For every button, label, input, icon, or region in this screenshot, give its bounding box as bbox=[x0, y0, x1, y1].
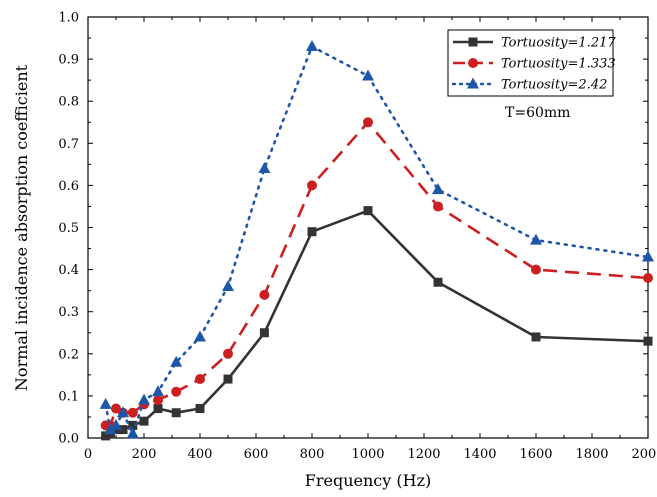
data-point bbox=[363, 206, 373, 216]
legend-marker bbox=[468, 37, 478, 47]
legend-label: Tortuosity=2.42 bbox=[501, 78, 607, 93]
data-point bbox=[99, 397, 112, 409]
legend-marker bbox=[467, 77, 479, 89]
y-tick-label: 0.4 bbox=[58, 263, 79, 278]
y-tick-label: 0.8 bbox=[58, 95, 79, 110]
x-tick-label: 1600 bbox=[519, 447, 552, 462]
x-tick-label: 200 bbox=[132, 447, 157, 462]
x-tick-label: 1000 bbox=[351, 447, 384, 462]
data-point bbox=[117, 406, 129, 418]
data-point bbox=[531, 332, 541, 342]
data-point bbox=[643, 273, 653, 284]
series-line bbox=[104, 45, 650, 436]
legend-label: Tortuosity=1.217 bbox=[501, 36, 616, 51]
y-tick-label: 0.0 bbox=[58, 432, 79, 447]
data-point bbox=[433, 277, 443, 287]
series-2 bbox=[100, 117, 653, 431]
x-tick-label: 1800 bbox=[575, 447, 608, 462]
data-point bbox=[126, 427, 139, 439]
data-point bbox=[152, 385, 164, 397]
y-tick-label: 0.6 bbox=[58, 179, 79, 194]
data-point bbox=[362, 69, 374, 81]
series-line bbox=[105, 121, 649, 427]
data-point bbox=[222, 279, 234, 291]
data-point bbox=[195, 374, 205, 385]
data-point bbox=[171, 386, 182, 397]
data-point bbox=[110, 418, 122, 430]
data-point bbox=[259, 289, 270, 300]
data-point bbox=[530, 233, 542, 245]
data-point bbox=[118, 425, 128, 435]
y-tick-label: 0.5 bbox=[58, 221, 79, 236]
y-tick-label: 1.0 bbox=[58, 11, 79, 26]
y-tick-label: 0.3 bbox=[58, 305, 79, 320]
x-tick-label: 0 bbox=[84, 447, 92, 462]
data-point bbox=[432, 183, 444, 195]
data-point bbox=[153, 404, 163, 414]
legend-item-2: Tortuosity=1.333 bbox=[453, 57, 616, 72]
legend: Tortuosity=1.217 Tortuosity=1.333 Tortuosi… bbox=[447, 29, 616, 97]
data-point bbox=[127, 407, 138, 418]
y-axis-title: Normal incidence absorption coefficient bbox=[12, 64, 31, 391]
data-point bbox=[531, 264, 541, 275]
data-point bbox=[306, 39, 318, 51]
x-tick-label: 600 bbox=[244, 447, 269, 462]
data-point bbox=[433, 201, 443, 212]
y-tick-label: 0.2 bbox=[58, 347, 79, 362]
data-point bbox=[195, 404, 205, 414]
data-point bbox=[101, 431, 111, 441]
series-1 bbox=[101, 206, 653, 441]
thickness-annotation: T=60mm bbox=[505, 105, 570, 121]
data-point bbox=[307, 227, 317, 237]
x-tick-label: 400 bbox=[188, 447, 213, 462]
data-point bbox=[363, 117, 373, 128]
x-tick-label: 800 bbox=[300, 447, 325, 462]
plot-area bbox=[99, 39, 654, 441]
data-point bbox=[104, 423, 117, 435]
x-tick-label: 1400 bbox=[463, 447, 496, 462]
data-point bbox=[258, 162, 271, 174]
data-point bbox=[642, 250, 654, 262]
x-tick-label: 1200 bbox=[407, 447, 440, 462]
y-tick-label: 0.9 bbox=[58, 53, 79, 68]
data-point bbox=[194, 330, 206, 342]
legend-marker bbox=[468, 58, 478, 68]
data-point bbox=[170, 355, 183, 367]
data-point bbox=[138, 393, 150, 405]
data-point bbox=[171, 408, 181, 418]
x-axis-title: Frequency (Hz) bbox=[305, 471, 432, 490]
data-point bbox=[259, 328, 269, 338]
y-tick-label: 0.1 bbox=[58, 389, 79, 404]
data-point bbox=[307, 180, 317, 191]
legend-item-3: Tortuosity=2.42 bbox=[451, 77, 607, 93]
legend-label: Tortuosity=1.333 bbox=[501, 57, 616, 72]
data-point bbox=[223, 348, 233, 359]
data-point bbox=[139, 416, 149, 426]
legend-item-1: Tortuosity=1.217 bbox=[453, 36, 616, 51]
y-tick-label: 0.7 bbox=[58, 137, 79, 152]
data-point bbox=[128, 420, 138, 430]
data-point bbox=[223, 374, 233, 384]
data-point bbox=[153, 395, 163, 406]
data-point bbox=[643, 336, 653, 346]
series-3 bbox=[99, 39, 654, 439]
